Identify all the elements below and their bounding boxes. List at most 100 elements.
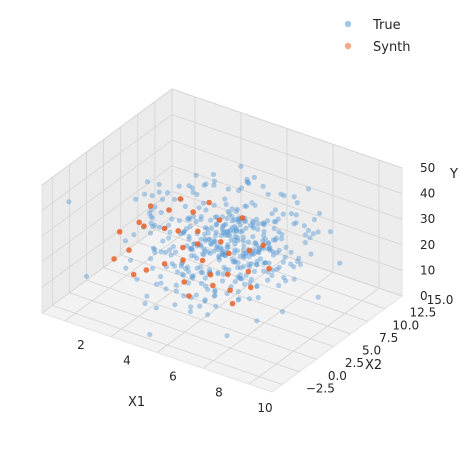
point-true [153, 305, 159, 311]
point-true [288, 249, 294, 255]
point-true [265, 277, 271, 283]
point-true [225, 242, 231, 248]
point-true [264, 218, 271, 224]
point-true [204, 226, 210, 232]
point-true [170, 244, 176, 250]
point-synth [161, 261, 168, 267]
point-true [223, 221, 229, 227]
point-true [230, 259, 236, 265]
point-true [202, 236, 208, 242]
point-true [235, 216, 241, 223]
point-true [236, 296, 242, 302]
point-true [293, 212, 299, 218]
point-true [149, 215, 155, 221]
point-true [238, 185, 244, 191]
point-true [220, 249, 226, 255]
point-true [315, 294, 321, 300]
point-true [278, 236, 285, 242]
point-true [327, 229, 333, 235]
point-true [302, 232, 308, 238]
point-true [254, 242, 260, 249]
point-true [279, 231, 285, 238]
point-true [158, 273, 164, 280]
point-true [252, 202, 258, 208]
grid-line-y [41, 190, 403, 288]
point-true [282, 254, 288, 260]
point-true [83, 273, 90, 279]
tick-label-x2: 5.0 [362, 344, 381, 358]
grid-line-y [41, 88, 403, 186]
point-true [221, 264, 227, 270]
point-true [158, 280, 164, 286]
point-true [148, 213, 154, 219]
point-synth [245, 268, 252, 275]
point-true [232, 241, 238, 247]
point-true [142, 300, 148, 306]
point-true [212, 287, 218, 294]
point-true [226, 229, 232, 235]
point-true [267, 245, 273, 251]
point-true [231, 250, 237, 256]
point-true [202, 297, 208, 303]
point-synth [161, 225, 168, 232]
point-true [199, 270, 206, 276]
point-true [188, 253, 194, 259]
point-true [232, 258, 238, 264]
point-true [232, 237, 238, 243]
point-true [202, 225, 208, 231]
point-synth [116, 229, 123, 235]
point-synth [225, 271, 231, 278]
point-true [232, 247, 238, 253]
point-true [212, 239, 218, 245]
point-true [278, 191, 284, 197]
point-true [144, 179, 151, 185]
point-synth [226, 250, 232, 257]
point-true [169, 261, 175, 267]
point-synth [190, 209, 196, 215]
point-true [256, 247, 262, 253]
point-true [183, 266, 189, 272]
point-synth [143, 267, 150, 273]
point-true [241, 243, 247, 249]
point-true [251, 225, 257, 231]
point-true [275, 216, 281, 222]
point-true [229, 256, 235, 262]
point-true [209, 225, 215, 231]
grid-lines [41, 88, 403, 385]
point-synth [181, 279, 187, 285]
point-true [206, 237, 212, 243]
point-true [283, 244, 289, 250]
point-synth [175, 228, 181, 234]
point-true [202, 231, 208, 237]
point-true [237, 272, 243, 278]
point-true [193, 292, 199, 298]
point-synth [111, 256, 117, 262]
point-synth [130, 271, 137, 278]
point-true [246, 254, 252, 260]
point-true [191, 253, 197, 259]
point-true [211, 248, 217, 254]
point-true [184, 216, 191, 222]
point-synth [266, 265, 272, 272]
point-true [162, 249, 169, 256]
point-true [257, 256, 264, 262]
point-true [262, 260, 268, 266]
point-true [311, 216, 317, 223]
point-true [214, 244, 220, 251]
point-true [219, 246, 225, 252]
point-synth [216, 217, 223, 223]
point-true [252, 240, 258, 246]
point-true [208, 241, 214, 247]
point-true [315, 229, 321, 235]
point-true [150, 223, 156, 229]
point-true [233, 227, 239, 233]
point-true [256, 245, 262, 252]
point-true [208, 241, 214, 247]
point-true [158, 249, 164, 255]
point-true [294, 200, 300, 206]
point-true [174, 269, 181, 275]
point-true [254, 262, 260, 268]
point-synth [206, 199, 212, 206]
point-true [194, 255, 200, 261]
